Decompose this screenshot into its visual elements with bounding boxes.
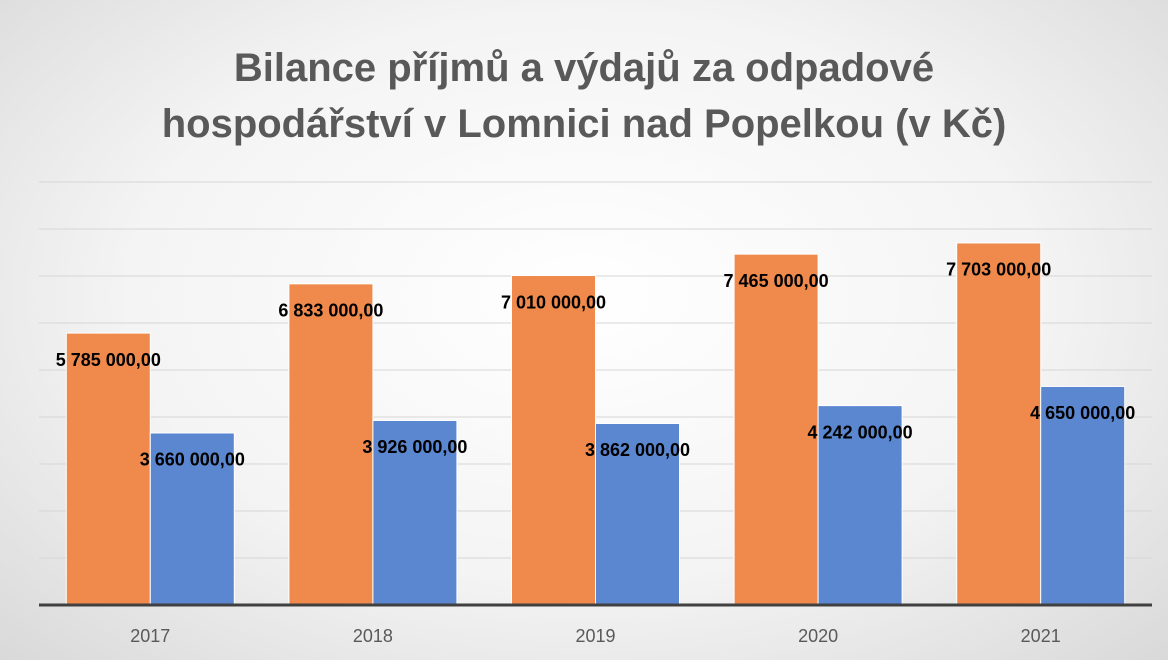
data-label: 4 650 000,00 — [1030, 403, 1135, 423]
bar — [511, 275, 596, 606]
x-tick-label: 2021 — [1021, 626, 1061, 646]
bar — [288, 283, 374, 606]
bar — [1040, 385, 1126, 606]
chart-title: Bilance příjmů a výdajů za odpadové hosp… — [161, 46, 1007, 146]
data-label: 7 010 000,00 — [501, 292, 606, 312]
data-label: 4 242 000,00 — [808, 422, 913, 442]
data-label: 7 465 000,00 — [724, 271, 829, 291]
x-tick-label: 2020 — [798, 626, 838, 646]
data-label: 3 926 000,00 — [362, 437, 467, 457]
data-label: 3 862 000,00 — [585, 440, 690, 460]
bar — [817, 405, 903, 606]
bar — [595, 422, 680, 606]
data-label: 5 785 000,00 — [56, 350, 161, 370]
bar — [65, 332, 151, 606]
bar — [372, 419, 458, 606]
x-tick-label: 2019 — [575, 626, 615, 646]
bar — [956, 242, 1042, 606]
x-tick-label: 2017 — [130, 626, 170, 646]
data-label: 7 703 000,00 — [946, 260, 1051, 280]
bar — [733, 253, 819, 606]
data-label: 6 833 000,00 — [278, 301, 383, 321]
data-label: 3 660 000,00 — [140, 450, 245, 470]
x-tick-label: 2018 — [353, 626, 393, 646]
